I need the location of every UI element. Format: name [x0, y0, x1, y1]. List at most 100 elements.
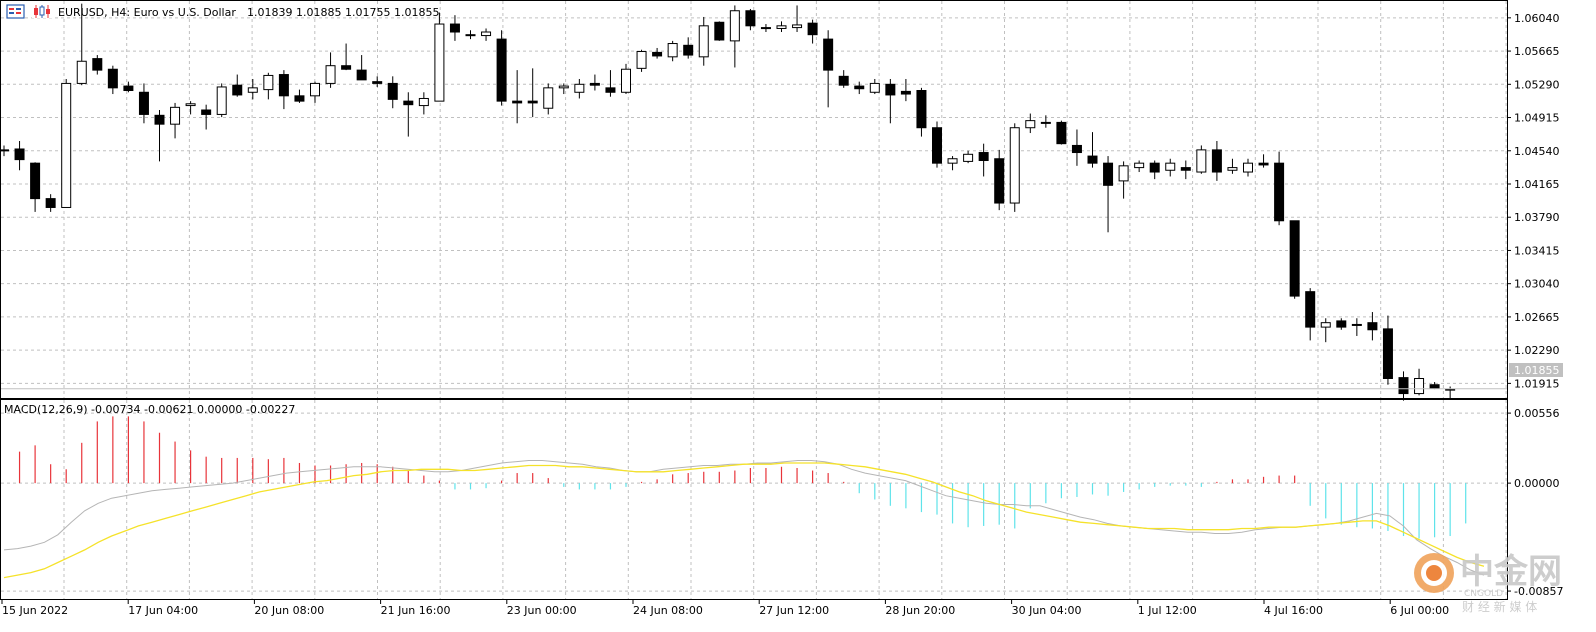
candle: [1351, 318, 1362, 336]
candle: [574, 78, 585, 99]
candle: [138, 83, 149, 124]
candle: [1258, 154, 1269, 168]
candle-body: [1025, 120, 1036, 129]
candle-body: [807, 22, 818, 36]
candle-body: [1274, 162, 1285, 222]
candle-body: [1227, 167, 1238, 171]
candle: [1134, 160, 1145, 173]
candles-icon[interactable]: [32, 5, 52, 18]
last-price-tag: 1.01855: [1509, 363, 1563, 377]
candle-body: [216, 86, 227, 115]
watermark-chinese: 中金网: [1460, 552, 1562, 592]
candle-body: [1071, 144, 1082, 154]
candle: [652, 47, 663, 59]
candle-body: [1196, 149, 1207, 173]
candle: [605, 70, 616, 97]
candle-body: [885, 83, 896, 96]
candle: [869, 78, 880, 95]
candlestick-series: [0, 3, 1456, 401]
candle-body: [107, 68, 118, 89]
candle: [1367, 312, 1378, 341]
candle-body: [92, 58, 103, 71]
candle-body: [792, 24, 803, 29]
candle-body: [76, 60, 87, 84]
macd-tick-label: 0.00556: [1514, 407, 1560, 420]
candle: [683, 37, 694, 59]
candle: [1196, 145, 1207, 174]
candle-body: [947, 158, 958, 164]
candle: [527, 68, 538, 118]
candle-body: [45, 198, 56, 208]
candle-body: [760, 27, 771, 30]
candle-body: [589, 82, 600, 86]
candle: [294, 89, 305, 103]
candle: [1180, 160, 1191, 180]
candle-body: [356, 69, 367, 81]
time-tick-label: 28 Jun 20:00: [885, 604, 955, 617]
candle-body: [325, 65, 336, 84]
chart-window-icon[interactable]: [6, 4, 25, 19]
candle-body: [838, 75, 849, 86]
price-tick-label: 1.04915: [1514, 112, 1560, 125]
price-tick-label: 1.05290: [1514, 78, 1560, 91]
candle-body: [1165, 162, 1176, 171]
candle-body: [185, 103, 196, 107]
candle: [994, 149, 1005, 211]
ohlc-values: 1.01839 1.01885 1.01755 1.01855: [247, 6, 439, 19]
macd-line: [3, 460, 1485, 576]
candle: [0, 145, 9, 157]
candle-body: [1445, 388, 1456, 391]
candle-body: [978, 152, 989, 162]
candle-body: [605, 87, 616, 93]
candle-body: [823, 38, 834, 71]
candle: [61, 78, 72, 208]
candle: [356, 55, 367, 81]
candle-body: [1367, 322, 1378, 331]
candle: [1227, 158, 1238, 174]
time-tick-label: 17 Jun 04:00: [128, 604, 198, 617]
candle-body: [123, 85, 134, 92]
candle-body: [1118, 165, 1129, 182]
candle-body: [714, 21, 725, 41]
time-tick-label: 23 Jun 00:00: [507, 604, 577, 617]
candle-body: [14, 148, 25, 161]
candle: [963, 150, 974, 164]
candle: [838, 70, 849, 88]
candle: [543, 83, 554, 115]
candle-body: [1087, 155, 1098, 164]
candle-body: [512, 100, 523, 104]
candle: [434, 12, 445, 102]
candle-body: [30, 162, 41, 200]
candle-body: [527, 100, 538, 104]
candle-body: [621, 68, 631, 93]
candle: [481, 28, 492, 41]
candle: [403, 92, 414, 137]
candle: [1149, 160, 1160, 180]
candle: [14, 141, 25, 171]
candle: [107, 65, 118, 95]
time-tick-label: 1 Jul 12:00: [1138, 604, 1197, 617]
candle-body: [776, 25, 787, 29]
candle: [714, 21, 725, 41]
candle: [1320, 318, 1331, 343]
candle: [92, 55, 103, 75]
candle-body: [449, 23, 460, 33]
candle: [216, 83, 227, 118]
candle: [263, 72, 274, 100]
macd-tick-label: -0.00857: [1514, 585, 1563, 598]
candle: [496, 30, 507, 106]
candle: [1087, 132, 1098, 168]
candle: [1398, 371, 1409, 401]
svg-text:1.01855: 1.01855: [1514, 364, 1560, 377]
time-tick-label: 6 Jul 00:00: [1390, 604, 1449, 617]
price-tick-label: 1.04540: [1514, 145, 1560, 158]
candle: [325, 52, 336, 88]
candle: [698, 16, 709, 66]
candle-body: [1398, 377, 1409, 395]
candle-body: [278, 74, 289, 97]
candle: [792, 5, 803, 33]
candle-body: [1180, 167, 1191, 171]
candle: [621, 63, 631, 95]
candle-body: [154, 114, 165, 125]
